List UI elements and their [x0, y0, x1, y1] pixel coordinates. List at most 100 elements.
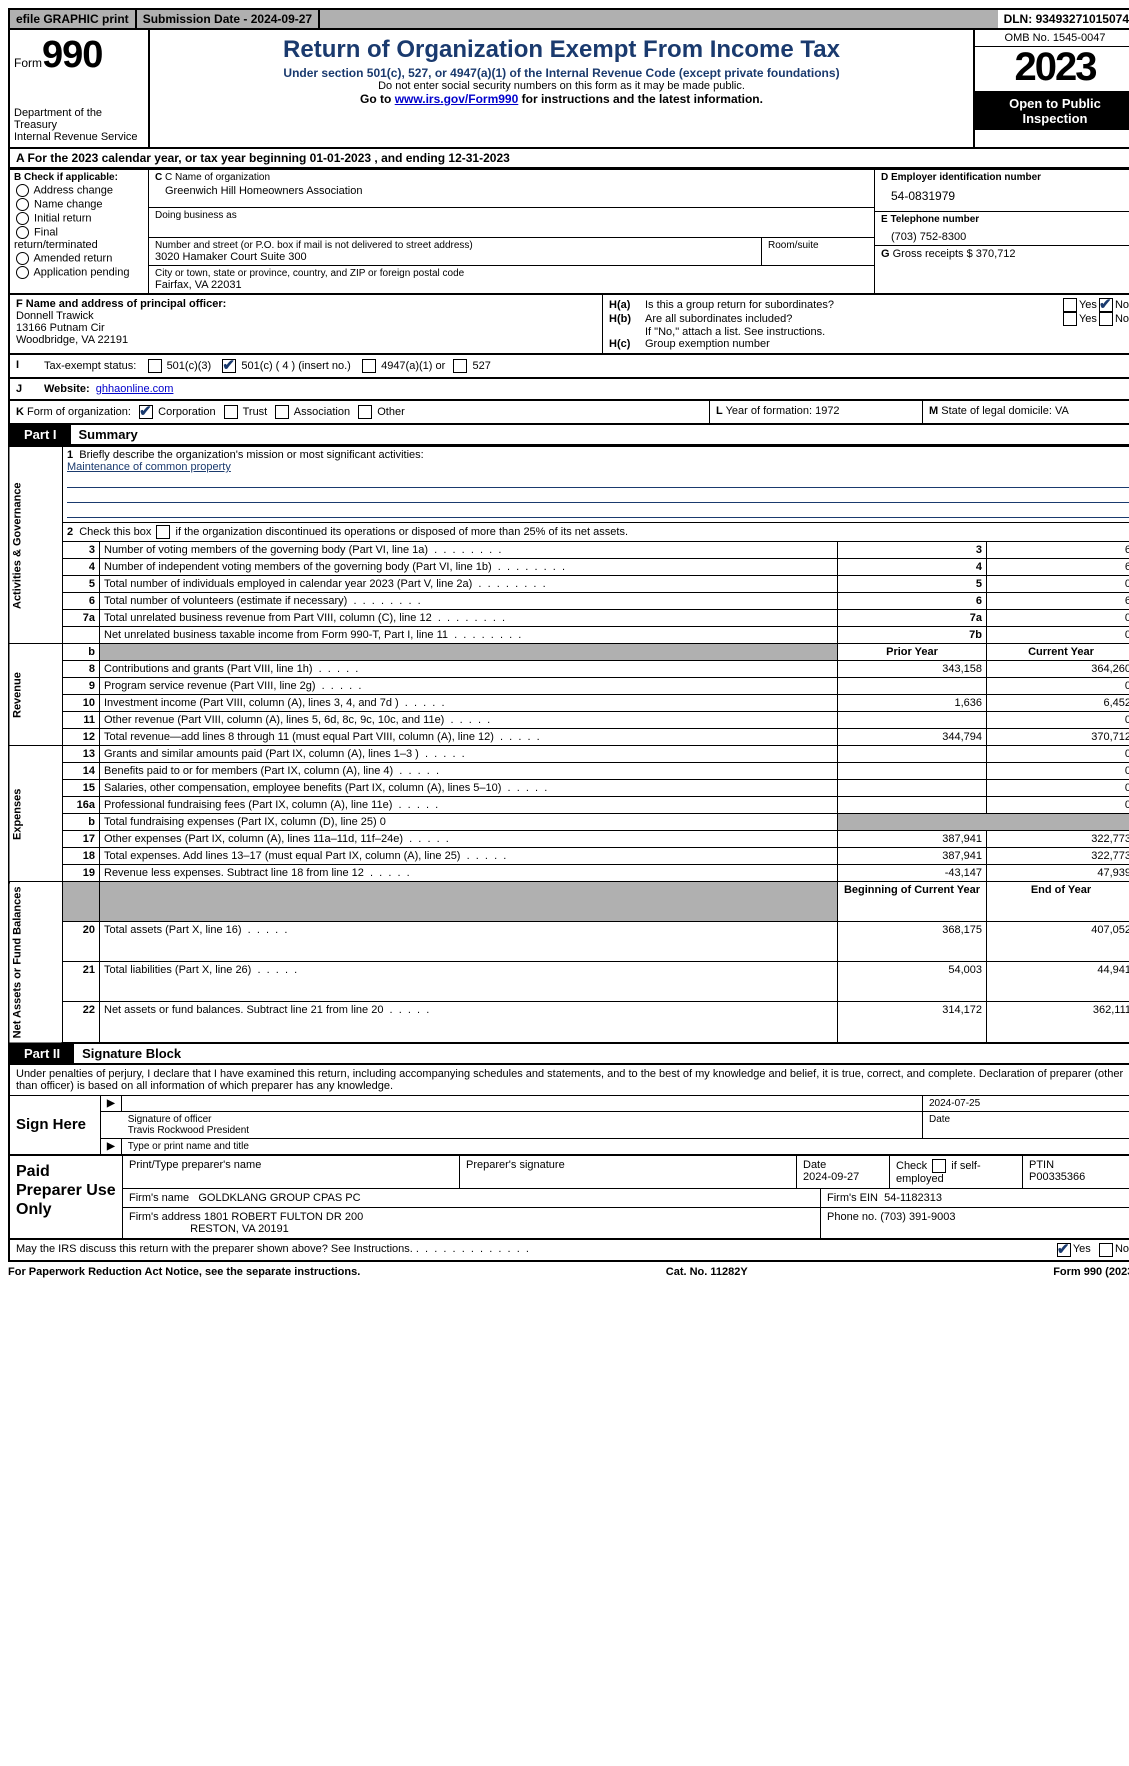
- ha-no-checkbox[interactable]: [1099, 298, 1113, 312]
- prior-line-11: [838, 712, 987, 729]
- header-center: Return of Organization Exempt From Incom…: [150, 30, 973, 147]
- cat-no: Cat. No. 11282Y: [666, 1266, 748, 1278]
- section-label-revenue: Revenue: [9, 644, 63, 746]
- form-title: Return of Organization Exempt From Incom…: [158, 36, 965, 64]
- value-line-3: 6: [987, 542, 1129, 559]
- curr-line-16a: 0: [987, 797, 1129, 814]
- perjury-declaration: Under penalties of perjury, I declare th…: [10, 1065, 1129, 1095]
- curr-line-13: 0: [987, 746, 1129, 763]
- curr-line-12: 370,712: [987, 729, 1129, 746]
- phone: (703) 752-8300: [881, 225, 1129, 243]
- checkbox-final-return-terminated[interactable]: Final return/terminated: [14, 226, 144, 251]
- curr-line-20: 407,052: [987, 922, 1129, 962]
- prior-line-15: [838, 780, 987, 797]
- checkbox-name-change[interactable]: Name change: [14, 198, 144, 211]
- section-label-net-assets-or-fund-balances: Net Assets or Fund Balances: [9, 882, 63, 1043]
- col-b: B Check if applicable: Address change Na…: [10, 170, 149, 293]
- prior-line-21: 54,003: [838, 962, 987, 1002]
- top-bar: efile GRAPHIC print Submission Date - 20…: [8, 8, 1129, 30]
- discuss-yes-checkbox[interactable]: [1057, 1243, 1071, 1257]
- form-number: 990: [42, 34, 102, 77]
- discuss-no-checkbox[interactable]: [1099, 1243, 1113, 1257]
- curr-line-11: 0: [987, 712, 1129, 729]
- curr-line-9: 0: [987, 678, 1129, 695]
- paperwork-notice: For Paperwork Reduction Act Notice, see …: [8, 1266, 360, 1278]
- org-form-other[interactable]: [358, 405, 372, 419]
- open-to-public: Open to Public Inspection: [975, 92, 1129, 130]
- prior-line-20: 368,175: [838, 922, 987, 962]
- prior-line-22: 314,172: [838, 1002, 987, 1043]
- value-line-5: 0: [987, 576, 1129, 593]
- irs-link[interactable]: www.irs.gov/Form990: [395, 92, 519, 106]
- firm-ein: 54-1182313: [884, 1192, 942, 1204]
- arrow-icon-2: ▶: [101, 1139, 122, 1154]
- form-header: Form 990 Department of the Treasury Inte…: [8, 30, 1129, 149]
- checkbox-address-change[interactable]: Address change: [14, 184, 144, 197]
- checkbox-application-pending[interactable]: Application pending: [14, 266, 144, 279]
- state-domicile: VA: [1055, 405, 1069, 417]
- form-subtitle: Under section 501(c), 527, or 4947(a)(1)…: [158, 66, 965, 80]
- prior-line-9: [838, 678, 987, 695]
- 501c3-checkbox[interactable]: [148, 359, 162, 373]
- paid-preparer: Paid Preparer Use Only Print/Type prepar…: [8, 1156, 1129, 1240]
- part-1-header: Part I Summary: [8, 425, 1129, 446]
- officer-name: Donnell Trawick: [16, 310, 94, 322]
- checkbox-initial-return[interactable]: Initial return: [14, 212, 144, 225]
- 527-checkbox[interactable]: [453, 359, 467, 373]
- curr-line-14: 0: [987, 763, 1129, 780]
- prior-line-13: [838, 746, 987, 763]
- form-word: Form: [14, 56, 42, 70]
- ssn-note: Do not enter social security numbers on …: [158, 80, 965, 92]
- gross-receipts: 370,712: [976, 248, 1016, 260]
- part-2-header: Part II Signature Block: [8, 1044, 1129, 1065]
- dept-treasury: Department of the Treasury: [14, 107, 144, 131]
- checkbox-amended-return[interactable]: Amended return: [14, 252, 144, 265]
- org-form-association[interactable]: [275, 405, 289, 419]
- org-form-trust[interactable]: [224, 405, 238, 419]
- prior-line-12: 344,794: [838, 729, 987, 746]
- dln: DLN: 93493271015074: [998, 10, 1129, 28]
- section-label-expenses: Expenses: [9, 746, 63, 882]
- arrow-icon: ▶: [101, 1096, 122, 1111]
- hb-yes-checkbox[interactable]: [1063, 312, 1077, 326]
- city-state-zip: Fairfax, VA 22031: [155, 279, 868, 291]
- row-fh: F Name and address of principal officer:…: [8, 295, 1129, 355]
- prior-line-19: -43,147: [838, 865, 987, 882]
- efile-label: efile GRAPHIC print: [10, 10, 137, 28]
- year-formation: 1972: [815, 405, 839, 417]
- row-j: J Website: ghhaonline.com: [8, 379, 1129, 401]
- curr-line-21: 44,941: [987, 962, 1129, 1002]
- ha-yes-checkbox[interactable]: [1063, 298, 1077, 312]
- sig-date: 2024-07-25: [923, 1096, 1129, 1111]
- org-name: Greenwich Hill Homeowners Association: [155, 183, 868, 205]
- firm-phone: (703) 391-9003: [880, 1211, 955, 1223]
- org-form-corporation[interactable]: [139, 405, 153, 419]
- submission-date: Submission Date - 2024-09-27: [137, 10, 320, 28]
- street-address: 3020 Hamaker Court Suite 300: [155, 251, 755, 263]
- curr-line-18: 322,773: [987, 848, 1129, 865]
- header-left: Form 990 Department of the Treasury Inte…: [10, 30, 150, 147]
- 501c-checkbox[interactable]: [222, 359, 236, 373]
- website-link[interactable]: ghhaonline.com: [96, 383, 174, 395]
- self-employed-checkbox[interactable]: [932, 1159, 946, 1173]
- paid-preparer-label: Paid Preparer Use Only: [10, 1156, 122, 1238]
- value-line-7b: 0: [987, 627, 1129, 644]
- line-a-container: A For the 2023 calendar year, or tax yea…: [8, 149, 1129, 169]
- col-de: D Employer identification number 54-0831…: [875, 170, 1129, 293]
- tax-year: 2023: [975, 47, 1129, 92]
- officer-addr2: Woodbridge, VA 22191: [16, 334, 128, 346]
- section-label-activities-governance: Activities & Governance: [9, 447, 63, 644]
- prior-line-14: [838, 763, 987, 780]
- prior-line-17: 387,941: [838, 831, 987, 848]
- prior-line-18: 387,941: [838, 848, 987, 865]
- value-line-7a: 0: [987, 610, 1129, 627]
- preparer-date: 2024-09-27: [803, 1171, 859, 1183]
- row-i: I Tax-exempt status: 501(c)(3) 501(c) ( …: [8, 355, 1129, 379]
- col-c: C C Name of organization Greenwich Hill …: [149, 170, 875, 293]
- line-a: A For the 2023 calendar year, or tax yea…: [10, 149, 1129, 167]
- 4947-checkbox[interactable]: [362, 359, 376, 373]
- hb-no-checkbox[interactable]: [1099, 312, 1113, 326]
- goto-line: Go to www.irs.gov/Form990 for instructio…: [158, 92, 965, 106]
- curr-line-15: 0: [987, 780, 1129, 797]
- value-line-4: 6: [987, 559, 1129, 576]
